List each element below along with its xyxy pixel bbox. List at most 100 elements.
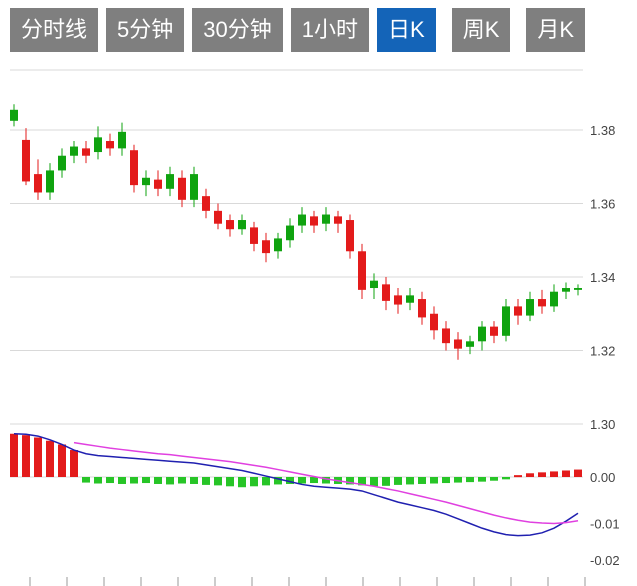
macd-hist-bar: [370, 477, 378, 487]
price-axis-label: 1.36: [590, 197, 615, 212]
candle-body: [22, 139, 30, 182]
macd-hist-bar: [466, 477, 474, 483]
interval-tab-2[interactable]: 30分钟: [192, 8, 283, 52]
macd-hist-bar: [106, 477, 114, 484]
candle-body: [286, 225, 294, 241]
candle-body: [418, 299, 426, 318]
price-axis-label: 1.32: [590, 344, 615, 359]
candle-body: [202, 196, 210, 211]
macd-hist-bar: [118, 477, 126, 484]
macd-hist-bar: [22, 435, 30, 477]
macd-hist-bar: [418, 477, 426, 484]
macd-hist-bar: [166, 477, 174, 485]
macd-hist-bar: [526, 473, 534, 477]
macd-dif-line: [13, 433, 579, 537]
macd-hist-bar: [490, 477, 498, 481]
candle-body: [490, 326, 498, 336]
candle-body: [322, 214, 330, 224]
macd-hist-bar: [322, 477, 330, 484]
candle-body: [58, 155, 66, 171]
macd-hist-bar: [46, 440, 54, 477]
candle-body: [478, 326, 486, 342]
interval-tab-0[interactable]: 分时线: [10, 8, 99, 52]
candle-body: [94, 137, 102, 153]
macd-hist-bar: [502, 477, 510, 480]
macd-hist-bar: [154, 477, 162, 484]
candle-body: [562, 288, 570, 292]
macd-hist-bar: [430, 477, 438, 484]
macd-axis-label: 0.00: [590, 470, 615, 485]
candle-body: [538, 299, 546, 307]
candle-body: [106, 141, 114, 149]
interval-tab-1[interactable]: 5分钟: [106, 8, 185, 52]
candle-body: [250, 227, 258, 244]
macd-hist-bar: [286, 477, 294, 484]
macd-panel: [10, 433, 582, 537]
main-price-panel: [10, 104, 582, 360]
candle-body: [358, 251, 366, 290]
macd-hist-bar: [130, 477, 138, 484]
price-axis-label: 1.38: [590, 123, 615, 138]
candle-body: [406, 295, 414, 303]
interval-tab-3[interactable]: 1小时: [290, 8, 369, 52]
candle-body: [346, 220, 354, 252]
macd-hist-bar: [10, 433, 18, 477]
candle-body: [394, 295, 402, 305]
candle-body: [82, 148, 90, 156]
macd-hist-bar: [178, 477, 186, 484]
candle-body: [46, 170, 54, 193]
macd-hist-bar: [454, 477, 462, 483]
macd-axis-label: -0.01: [590, 517, 620, 532]
macd-hist-bar: [34, 437, 42, 477]
candle-body: [502, 306, 510, 336]
candle-body: [334, 216, 342, 224]
macd-hist-bar: [382, 477, 390, 486]
interval-tabbar: 分时线 5分钟 30分钟 1小时 日K 周K 月K: [10, 8, 593, 52]
candle-body: [298, 214, 306, 226]
macd-hist-bar: [298, 477, 306, 484]
candle-body: [454, 339, 462, 349]
interval-tab-4-active[interactable]: 日K: [377, 8, 436, 52]
price-axis-label: 1.30: [590, 417, 615, 432]
macd-hist-bar: [538, 472, 546, 477]
candle-body: [526, 299, 534, 316]
macd-hist-bar: [346, 477, 354, 485]
candle-body: [382, 284, 390, 301]
macd-hist-bar: [394, 477, 402, 485]
macd-hist-bar: [202, 477, 210, 485]
macd-hist-bar: [70, 450, 78, 477]
axis-labels: 1.38 1.36 1.34 1.32 1.30 0.00 -0.01 -0.02: [590, 123, 620, 568]
candle-body: [430, 313, 438, 331]
candle-body: [118, 131, 126, 149]
macd-hist-bar: [550, 471, 558, 477]
candle-body: [10, 109, 18, 121]
candle-body: [466, 341, 474, 347]
interval-tab-5[interactable]: 周K: [451, 8, 511, 52]
price-axis-label: 1.34: [590, 270, 615, 285]
interval-tab-6[interactable]: 月K: [526, 8, 586, 52]
macd-dea-line: [73, 441, 579, 525]
candle-body: [274, 238, 282, 252]
candle-body: [550, 291, 558, 307]
candle-body: [166, 174, 174, 189]
candle-body: [142, 177, 150, 186]
macd-hist-bar: [238, 477, 246, 488]
candle-body: [70, 146, 78, 156]
macd-hist-bar: [226, 477, 234, 487]
candle-body: [226, 220, 234, 230]
candle-body: [574, 288, 582, 290]
macd-hist-bar: [142, 477, 150, 484]
macd-hist-bar: [562, 470, 570, 477]
macd-axis-label: -0.02: [590, 553, 620, 568]
macd-hist-bar: [82, 477, 90, 483]
macd-hist-bar: [442, 477, 450, 484]
candle-body: [310, 216, 318, 226]
candle-body: [34, 174, 42, 193]
candle-body: [238, 220, 246, 230]
candle-body: [514, 306, 522, 316]
macd-hist-bar: [406, 477, 414, 485]
candle-body: [178, 177, 186, 200]
macd-hist-bar: [190, 477, 198, 484]
